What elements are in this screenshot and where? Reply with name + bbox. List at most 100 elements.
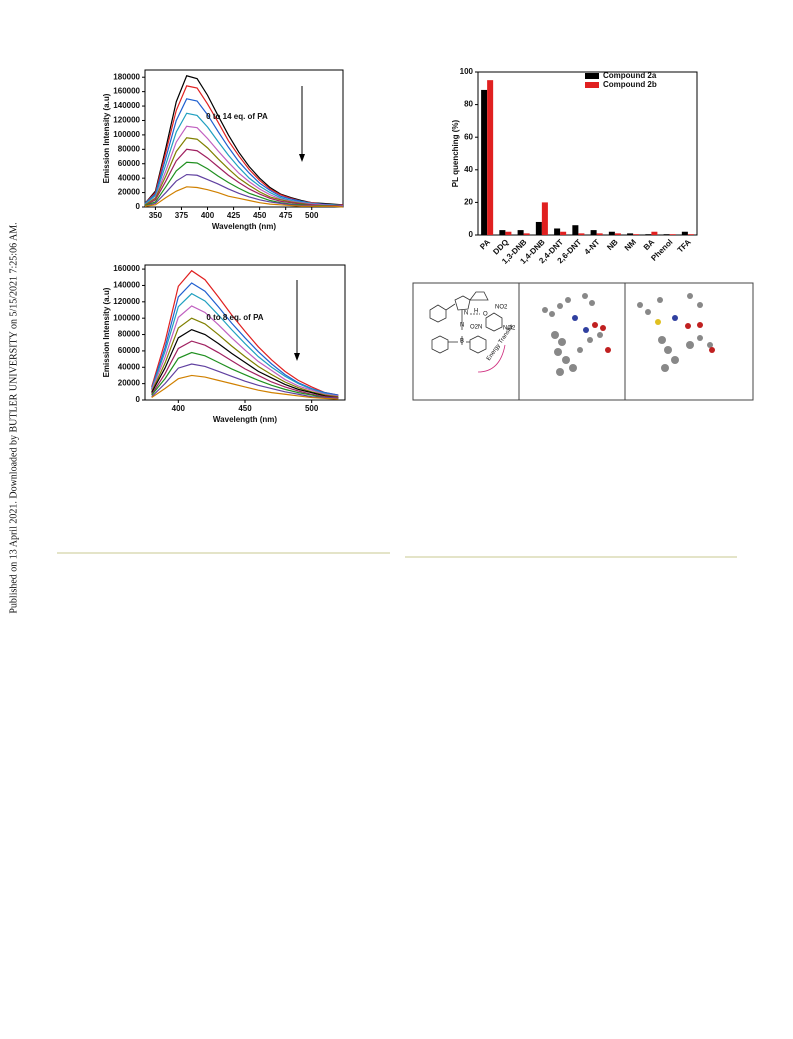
bar — [535, 221, 542, 235]
x-axis-label: Wavelength (nm) — [213, 415, 277, 424]
bar — [614, 233, 621, 235]
x-tick-label: 350 — [149, 211, 163, 220]
plot-frame — [144, 69, 344, 208]
y-tick-label: 60000 — [118, 159, 141, 168]
chem-label: N — [460, 323, 464, 329]
x-tick-label: 500 — [305, 211, 319, 220]
x-tick-label: TFA — [676, 237, 693, 254]
y-tick-label: 0 — [136, 395, 141, 404]
y-tick-label: 20 — [464, 198, 473, 207]
spectrum-line — [151, 351, 339, 399]
x-tick-label: PA — [478, 237, 492, 251]
y-tick-label: 140000 — [113, 101, 140, 110]
y-tick-label: 100000 — [113, 313, 140, 322]
chem-label: B — [460, 339, 464, 345]
annotation: 0 to 14 eq. of PA — [206, 112, 268, 121]
y-tick-label: 100000 — [113, 130, 140, 139]
legend-swatch — [585, 82, 599, 88]
spectrum-line — [144, 148, 344, 207]
y-axis-label: PL quenching (%) — [451, 119, 460, 187]
y-tick-label: 60000 — [118, 346, 141, 355]
x-tick-label: 400 — [201, 211, 215, 220]
y-tick-label: 100 — [460, 67, 474, 76]
x-tick-label: NB — [605, 237, 620, 252]
bar — [554, 228, 561, 235]
spectrum-line — [151, 282, 339, 396]
annotation: 0 to 8 eq. of PA — [206, 313, 263, 322]
arrow-head — [299, 154, 305, 162]
x-tick-label: 425 — [227, 211, 241, 220]
molecule-panel: NO2 O H N N B O2N NO2 Energy Transfer — [412, 282, 754, 401]
spectrum-line — [151, 292, 339, 397]
chem-label: O — [483, 312, 488, 318]
bar — [596, 233, 603, 235]
y-axis-label: Emission Intensity (a.u) — [102, 287, 111, 377]
bar — [578, 233, 585, 235]
y-tick-label: 60 — [464, 132, 473, 141]
bar — [645, 234, 652, 235]
y-tick-label: 140000 — [113, 281, 140, 290]
bar — [572, 225, 579, 235]
spectrum-line — [144, 173, 343, 207]
x-tick-label: 450 — [238, 404, 252, 413]
y-tick-label: 80000 — [118, 144, 141, 153]
y-tick-label: 0 — [469, 230, 474, 239]
spectrum-line — [144, 125, 343, 207]
sidebar: Published on 13 April 2021. Downloaded b… — [8, 222, 19, 613]
spectrum-line — [151, 305, 339, 397]
y-tick-label: 120000 — [113, 297, 140, 306]
bar — [663, 234, 670, 235]
spectrum-line — [144, 112, 344, 207]
model-1 — [542, 293, 611, 376]
bar — [499, 230, 506, 235]
bar — [627, 233, 634, 235]
x-tick-label: 450 — [253, 211, 267, 220]
bar — [487, 80, 494, 236]
x-tick-label: 500 — [305, 404, 319, 413]
legend-label: Compound 2b — [603, 80, 657, 89]
y-tick-label: 80000 — [118, 330, 141, 339]
chem-label: H — [474, 309, 478, 315]
structure — [429, 291, 506, 373]
y-tick-label: 120000 — [113, 116, 140, 125]
bar — [687, 234, 694, 235]
chem-label: NO2 — [503, 326, 516, 332]
model-2 — [637, 293, 715, 372]
bar — [517, 230, 524, 235]
x-tick-label: 4-NT — [583, 237, 602, 256]
bar — [608, 231, 615, 235]
y-tick-label: 80 — [464, 100, 473, 109]
y-tick-label: 20000 — [118, 188, 141, 197]
bar — [633, 234, 640, 235]
spectrum-line — [151, 328, 339, 399]
x-tick-label: 475 — [279, 211, 293, 220]
x-tick-label: BA — [642, 237, 657, 252]
bar — [481, 89, 488, 236]
chem-label: N — [464, 311, 468, 317]
y-tick-label: 40000 — [118, 173, 141, 182]
x-axis-label: Wavelength (nm) — [212, 222, 276, 231]
y-tick-label: 20000 — [118, 379, 141, 388]
bar — [541, 202, 548, 235]
bar — [505, 231, 512, 235]
bar — [681, 231, 688, 235]
spectrum-line — [151, 374, 339, 400]
chem-label: NO2 — [495, 305, 508, 311]
y-axis-label: Emission Intensity (a.u) — [102, 93, 111, 183]
bar — [523, 233, 530, 235]
plot-frame — [477, 71, 698, 236]
spectrum-line — [151, 363, 339, 399]
spectrum-line — [144, 186, 344, 208]
x-tick-label: 375 — [175, 211, 189, 220]
legend-swatch — [585, 73, 599, 79]
y-tick-label: 40 — [464, 165, 473, 174]
x-tick-label: NM — [623, 237, 638, 252]
bar — [651, 231, 658, 235]
y-tick-label: 180000 — [113, 72, 140, 81]
spectrum-line — [151, 269, 339, 396]
y-tick-label: 40000 — [118, 362, 141, 371]
spectrum-line — [151, 340, 339, 399]
bar — [590, 230, 597, 235]
